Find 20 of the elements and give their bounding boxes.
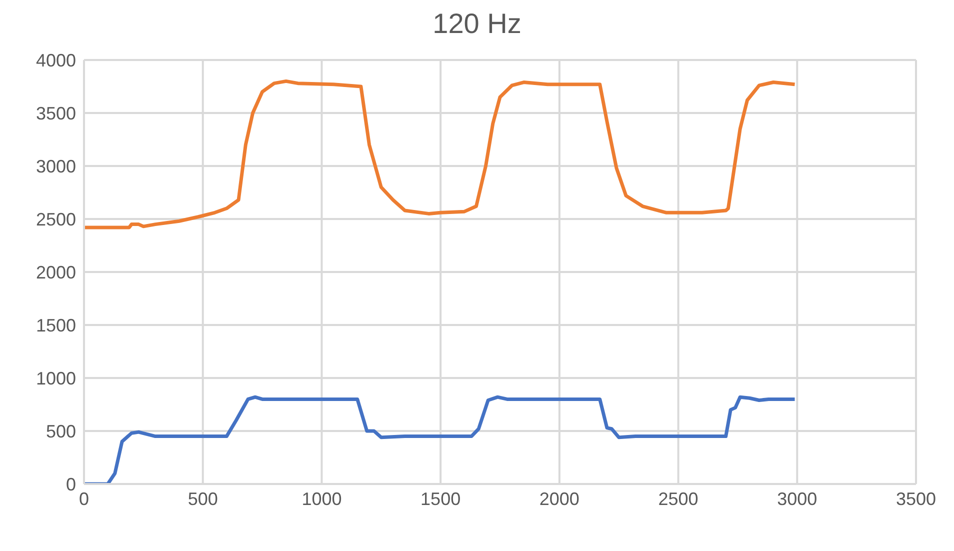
x-tick-label: 1000 [302,488,342,509]
x-tick-label: 3000 [777,488,818,509]
y-tick-label: 2000 [36,262,76,282]
y-tick-label: 500 [46,421,76,442]
y-tick-label: 1500 [36,315,76,336]
x-tick-label: 2000 [539,488,580,509]
y-tick-label: 3000 [36,156,76,176]
x-tick-label: 1500 [420,488,461,509]
y-tick-label: 2500 [36,209,76,230]
x-tick-label: 2500 [658,488,698,509]
chart-title: 120 Hz [432,8,522,40]
x-tick-label: 500 [188,488,218,509]
line-series [84,395,797,484]
y-tick-label: 0 [66,474,76,494]
y-tick-label: 4000 [36,50,76,70]
line-series [84,79,797,230]
x-tick-label: 0 [78,488,90,509]
y-tick-label: 1000 [36,368,76,388]
y-tick-label: 3500 [36,103,76,124]
x-tick-label: 3500 [896,488,936,509]
